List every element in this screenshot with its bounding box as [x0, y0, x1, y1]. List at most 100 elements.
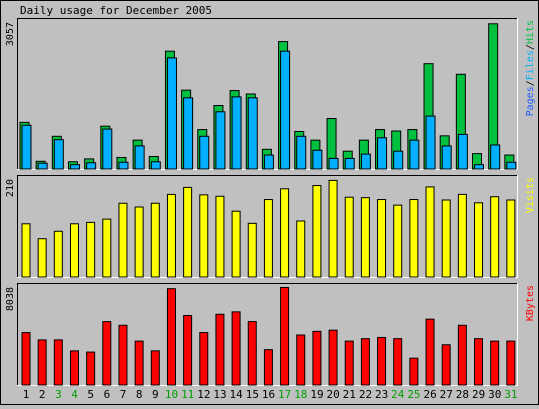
x-tick-label-day-22: 22	[359, 388, 372, 401]
bar-kbytes-day-16	[263, 349, 273, 386]
bar-visits-day-14	[231, 210, 241, 278]
x-tick-label-day-20: 20	[327, 388, 340, 401]
bar-files-day-22	[360, 153, 371, 170]
bar-kbytes-day-7	[118, 324, 128, 386]
x-tick-label-day-6: 6	[104, 388, 111, 401]
bar-visits-day-18	[296, 220, 306, 278]
x-tick-label-day-31: 31	[504, 388, 517, 401]
bar-visits-day-27	[441, 199, 451, 278]
x-tick-label-day-23: 23	[375, 388, 388, 401]
bar-kbytes-day-13	[215, 313, 225, 386]
bar-kbytes-day-25	[409, 357, 419, 386]
x-tick-label-day-9: 9	[152, 388, 159, 401]
x-tick-label-day-13: 13	[213, 388, 226, 401]
x-tick-label-day-15: 15	[246, 388, 259, 401]
bar-files-day-19	[312, 149, 323, 170]
bar-files-day-17	[280, 50, 291, 170]
bar-files-day-28	[457, 133, 468, 170]
bar-files-day-21	[344, 157, 355, 170]
x-tick-label-day-12: 12	[197, 388, 210, 401]
bar-files-day-13	[215, 111, 226, 170]
bar-files-day-20	[328, 157, 339, 170]
legend-entry-: /	[525, 44, 536, 50]
bar-visits-day-8	[134, 206, 144, 278]
bar-kbytes-day-10	[166, 288, 176, 386]
bar-kbytes-day-21	[344, 340, 354, 386]
bar-files-day-31	[506, 161, 517, 170]
bar-visits-day-5	[86, 221, 96, 278]
bar-files-day-15	[247, 97, 258, 170]
bar-kbytes-day-19	[312, 330, 322, 386]
bar-files-day-27	[441, 145, 452, 170]
x-tick-label-day-21: 21	[343, 388, 356, 401]
bar-files-day-14	[231, 96, 242, 170]
x-tick-label-day-29: 29	[472, 388, 485, 401]
panel-1-legend: Visits	[525, 177, 536, 213]
chart-title: Daily usage for December 2005	[20, 4, 212, 17]
bar-kbytes-day-23	[377, 336, 387, 386]
bar-visits-day-22	[360, 197, 370, 278]
bar-visits-day-24	[393, 204, 403, 278]
x-tick-label-day-26: 26	[423, 388, 436, 401]
bar-visits-day-6	[102, 218, 112, 278]
bar-kbytes-day-15	[247, 321, 257, 386]
bar-kbytes-day-12	[199, 332, 209, 386]
bar-kbytes-day-1	[21, 332, 31, 386]
bar-kbytes-day-22	[360, 338, 370, 386]
x-tick-label-day-18: 18	[294, 388, 307, 401]
bar-files-day-18	[296, 135, 307, 170]
bar-visits-day-20	[328, 179, 338, 278]
bar-kbytes-day-2	[37, 339, 47, 386]
x-tick-label-day-19: 19	[310, 388, 323, 401]
bar-files-day-24	[393, 150, 404, 170]
bar-files-day-9	[150, 161, 161, 170]
bar-kbytes-day-27	[441, 344, 451, 386]
bar-visits-day-30	[490, 196, 500, 278]
bar-visits-day-26	[425, 186, 435, 278]
bar-kbytes-day-8	[134, 340, 144, 386]
panel-2-ymax-label: 8038	[5, 287, 16, 311]
x-tick-label-day-2: 2	[39, 388, 46, 401]
bar-visits-day-3	[53, 230, 63, 278]
x-tick-label-day-14: 14	[230, 388, 244, 401]
bar-kbytes-day-26	[425, 318, 435, 386]
bar-visits-day-2	[37, 238, 47, 278]
panel-2-legend: KBytes	[525, 285, 536, 321]
bar-visits-day-9	[150, 202, 160, 278]
bar-kbytes-day-28	[457, 324, 467, 386]
bar-kbytes-day-29	[474, 338, 484, 386]
x-tick-label-day-30: 30	[488, 388, 501, 401]
x-tick-label-day-1: 1	[23, 388, 30, 401]
bar-kbytes-day-20	[328, 329, 338, 386]
x-tick-label-day-28: 28	[456, 388, 469, 401]
legend-entry-hits: Hits	[525, 20, 536, 44]
bar-files-day-11	[183, 97, 194, 170]
bar-files-day-8	[134, 145, 145, 170]
bar-files-day-29	[474, 164, 485, 170]
bar-files-day-16	[263, 154, 274, 170]
bar-kbytes-day-17	[280, 286, 290, 386]
legend-entry-kbytes: KBytes	[525, 285, 536, 321]
x-tick-label-day-3: 3	[55, 388, 62, 401]
bar-files-day-2	[37, 162, 48, 170]
x-tick-label-day-5: 5	[87, 388, 94, 401]
bar-visits-day-31	[506, 199, 516, 278]
bar-visits-day-19	[312, 185, 322, 278]
bar-kbytes-day-5	[86, 351, 96, 386]
legend-entry-: /	[525, 80, 536, 86]
bar-files-day-30	[490, 144, 501, 170]
bar-kbytes-day-3	[53, 339, 63, 386]
bar-visits-day-1	[21, 223, 31, 278]
bar-visits-day-16	[263, 199, 273, 278]
panel-1-ymax-label: 210	[5, 179, 16, 197]
bar-files-day-10	[166, 57, 177, 170]
x-tick-label-day-8: 8	[136, 388, 143, 401]
bar-visits-day-28	[457, 193, 467, 278]
bar-files-day-3	[53, 139, 64, 170]
bar-kbytes-day-30	[490, 340, 500, 386]
x-tick-label-day-25: 25	[407, 388, 420, 401]
bar-visits-day-13	[215, 195, 225, 278]
x-tick-label-day-24: 24	[391, 388, 405, 401]
bar-kbytes-day-4	[69, 350, 79, 386]
